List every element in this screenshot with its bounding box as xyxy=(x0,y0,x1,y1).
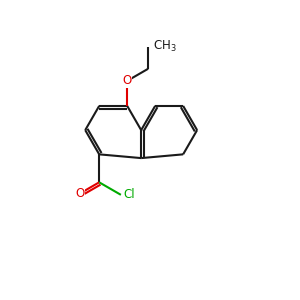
Text: O: O xyxy=(123,74,132,87)
Text: Cl: Cl xyxy=(123,188,135,201)
Text: O: O xyxy=(76,187,85,200)
Text: CH$_3$: CH$_3$ xyxy=(153,39,177,54)
